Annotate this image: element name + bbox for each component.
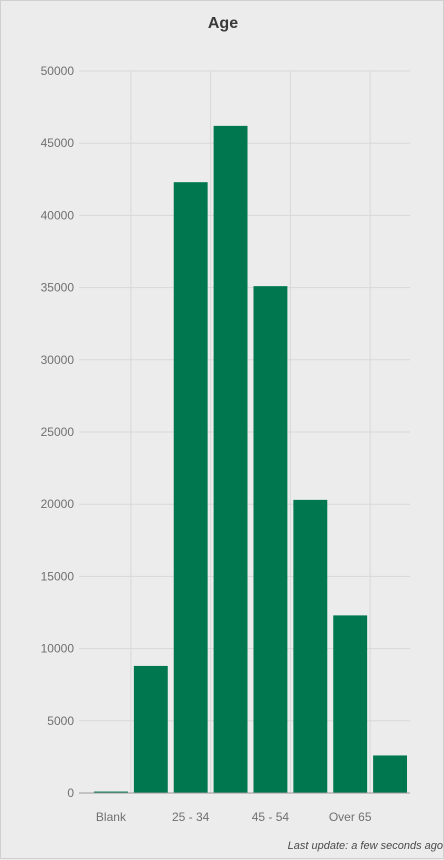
y-tick-label: 25000 [41, 425, 75, 439]
x-tick-label: Blank [96, 810, 127, 824]
chart-title: Age [207, 15, 239, 32]
x-tick-label: Over 65 [329, 810, 372, 824]
last-update-text: Last update: a few seconds ago [287, 840, 443, 852]
y-tick-label: 15000 [41, 569, 75, 583]
bar-7 [373, 755, 408, 793]
y-tick-label: 50000 [41, 64, 75, 78]
bar-5 [293, 499, 328, 793]
y-tick-label: 20000 [41, 497, 75, 511]
bar-0 [93, 791, 128, 793]
bars [93, 125, 408, 794]
bar-6 [333, 615, 368, 793]
y-tick-label: 0 [67, 786, 74, 800]
x-tick-label: 45 - 54 [252, 810, 290, 824]
x-tick-label: 25 - 34 [172, 810, 210, 824]
bar-4 [253, 286, 288, 793]
bar-2 [173, 182, 208, 794]
y-tick-label: 40000 [41, 208, 75, 222]
y-tick-label: 35000 [41, 281, 75, 295]
y-tick-label: 10000 [41, 642, 75, 656]
y-axis: 0 5000 10000 15000 20000 25000 30000 35000 40000… [41, 64, 75, 800]
bar-1 [133, 665, 168, 793]
y-tick-label: 5000 [47, 714, 74, 728]
x-axis: Blank 25 - 34 45 - 54 Over 65 [79, 792, 410, 824]
bar-3 [213, 125, 248, 793]
y-tick-label: 30000 [41, 353, 75, 367]
y-tick-label: 45000 [41, 136, 75, 150]
